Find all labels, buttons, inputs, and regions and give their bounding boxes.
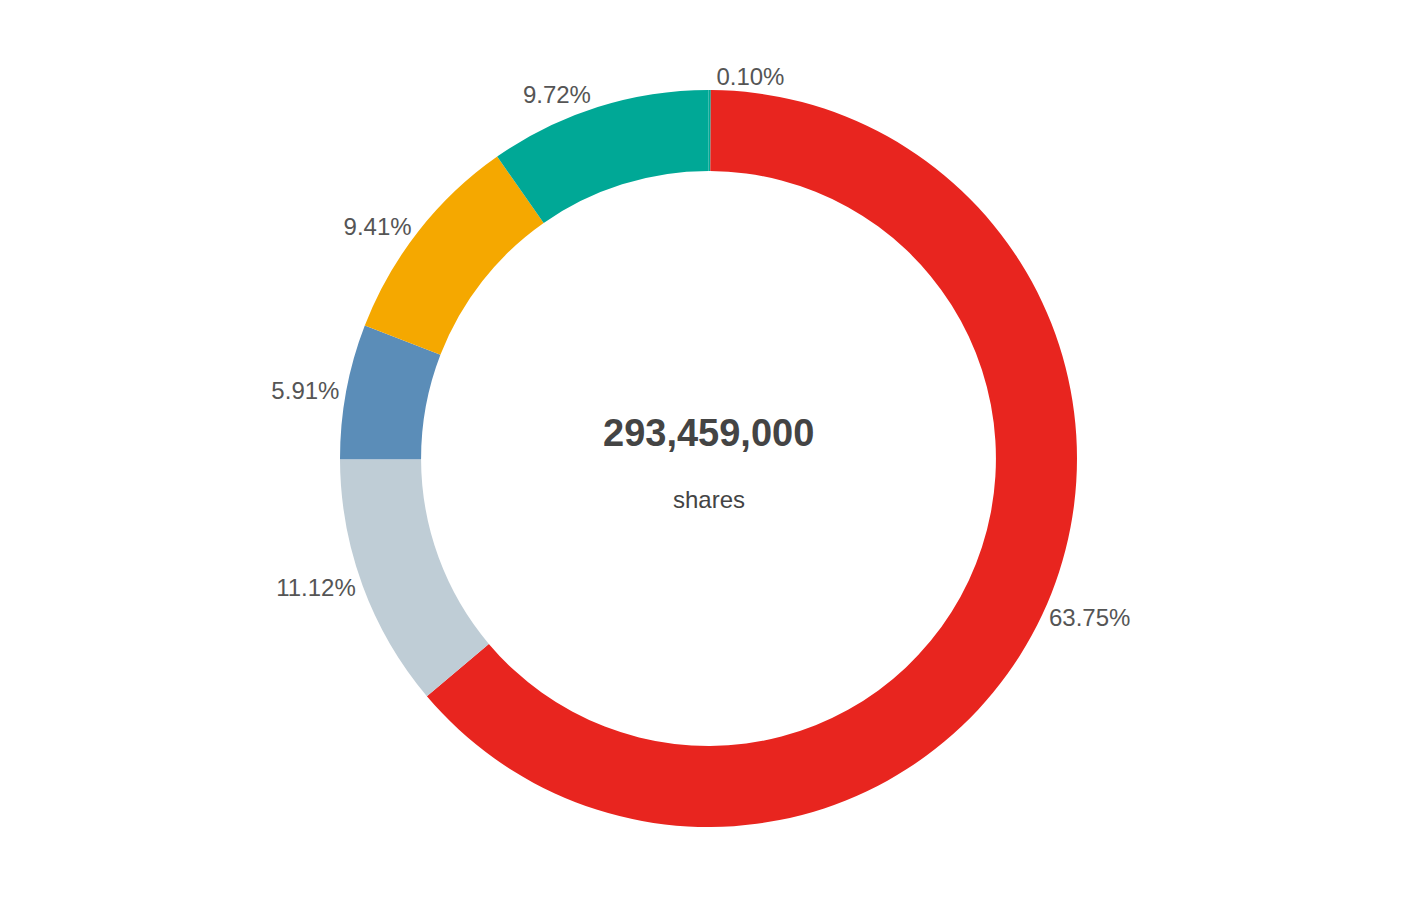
svg-text:63.75%: 63.75% bbox=[1049, 604, 1130, 631]
svg-text:9.41%: 9.41% bbox=[344, 213, 412, 240]
svg-text:0.10%: 0.10% bbox=[716, 63, 784, 90]
svg-text:293,459,000: 293,459,000 bbox=[603, 412, 814, 454]
svg-text:11.12%: 11.12% bbox=[276, 574, 356, 601]
svg-text:5.91%: 5.91% bbox=[271, 377, 339, 404]
svg-text:9.72%: 9.72% bbox=[523, 81, 591, 108]
svg-text:shares: shares bbox=[673, 486, 745, 513]
